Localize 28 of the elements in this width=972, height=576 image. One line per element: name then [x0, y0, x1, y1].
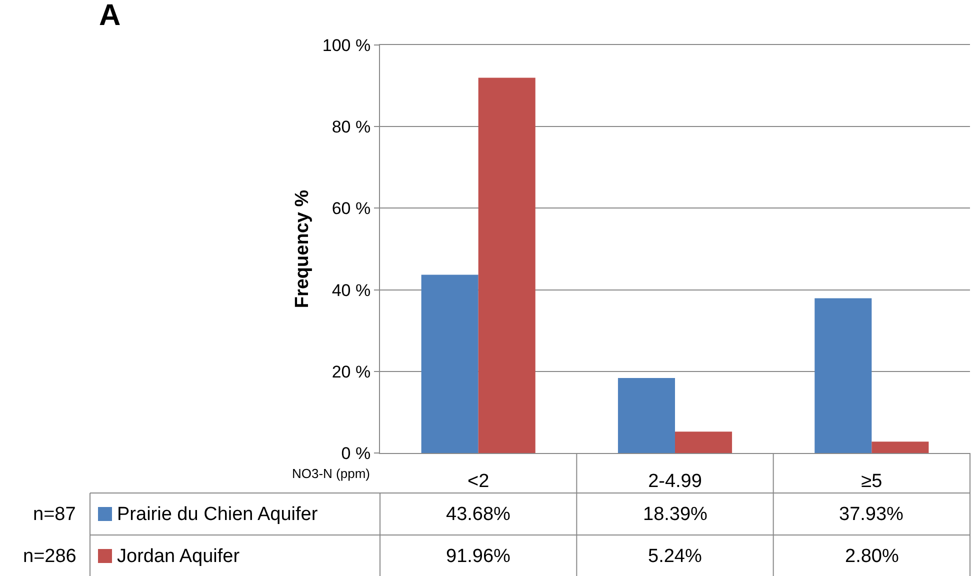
data-label: 2.80%	[845, 546, 899, 567]
y-tick-label: 0 %	[341, 444, 371, 463]
y-tick-label: 80 %	[332, 118, 371, 137]
bar	[675, 432, 732, 453]
x-tick-label: 2-4.99	[648, 470, 702, 492]
y-tick-label: 100 %	[322, 36, 371, 55]
bar	[872, 442, 929, 453]
legend-label: Jordan Aquifer	[117, 546, 240, 567]
data-label: 91.96%	[446, 546, 511, 567]
bar	[421, 274, 478, 453]
y-tick-label: 60 %	[332, 199, 371, 218]
text: n=87	[33, 504, 76, 525]
bar	[814, 298, 872, 453]
y-tick-label: 40 %	[332, 280, 371, 300]
data-label: 18.39%	[643, 504, 708, 525]
data-label: 5.24%	[648, 546, 702, 567]
text: A	[99, 0, 121, 32]
bar	[618, 378, 675, 453]
x-tick-label: ≥5	[861, 470, 882, 492]
x-tick-label: <2	[467, 470, 490, 492]
data-label: 43.68%	[446, 504, 511, 525]
text: n=286	[23, 546, 76, 567]
data-label: 37.93%	[839, 504, 904, 525]
bar	[478, 78, 536, 453]
text: NO3-N (ppm)	[292, 466, 370, 481]
legend-label: Prairie du Chien Aquifer	[117, 504, 318, 525]
y-tick-label: 20 %	[332, 362, 371, 382]
y-axis-title: Frequency %	[292, 190, 314, 308]
